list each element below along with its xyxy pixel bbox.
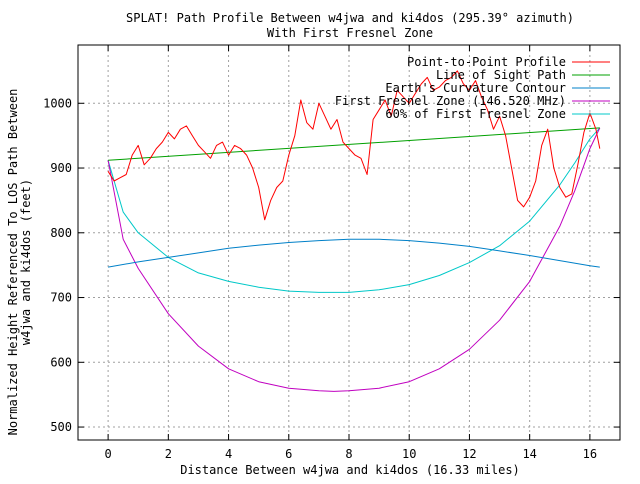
x-axis-label: Distance Between w4jwa and ki4dos (16.33… — [180, 463, 520, 477]
legend-label: Point-to-Point Profile — [407, 55, 566, 69]
x-tick-label: 12 — [462, 447, 476, 461]
y-axis-label-line2: w4jwa and ki4dos (feet) — [19, 179, 33, 345]
y-tick-label: 500 — [50, 420, 72, 434]
series-earth-s-curvature-contour-line — [108, 238, 600, 268]
x-tick-label: 8 — [345, 447, 352, 461]
series-60-of-first-fresnel-zone-line — [107, 127, 601, 293]
axes: 0 2 4 6 8 10 12 14 16 500 600 700 800 900 1000 — [43, 45, 620, 461]
x-tick-label: 10 — [402, 447, 416, 461]
grid — [78, 45, 620, 440]
legend-label: Line of Sight Path — [436, 68, 566, 82]
y-tick-label: 1000 — [43, 96, 72, 110]
legend-label: 60% of First Fresnel Zone — [385, 107, 566, 121]
y-axis-label-line1: Normalized Height Referenced To LOS Path… — [6, 89, 20, 436]
y-tick-label: 700 — [50, 291, 72, 305]
legend-label: Earth's Curvature Contour — [385, 81, 566, 95]
x-tick-label: 4 — [225, 447, 232, 461]
x-tick-label: 6 — [285, 447, 292, 461]
x-tick-label: 0 — [104, 447, 111, 461]
y-tick-label: 800 — [50, 226, 72, 240]
plot-frame — [77, 44, 621, 441]
x-tick-label: 14 — [522, 447, 536, 461]
series-first-fresnel-zone-146-520-mhz-line — [107, 127, 601, 392]
y-tick-label: 600 — [50, 355, 72, 369]
series-line-of-sight-path-line — [108, 127, 600, 161]
x-tick-label: 2 — [165, 447, 172, 461]
chart-title: SPLAT! Path Profile Between w4jwa and ki… — [126, 11, 574, 25]
chart-subtitle: With First Fresnel Zone — [267, 26, 433, 40]
y-tick-label: 900 — [50, 161, 72, 175]
series-group — [107, 70, 601, 392]
series-point-to-point-profile-line — [107, 70, 601, 221]
legend-label: First Fresnel Zone (146.520 MHz) — [335, 94, 566, 108]
x-tick-label: 16 — [583, 447, 597, 461]
